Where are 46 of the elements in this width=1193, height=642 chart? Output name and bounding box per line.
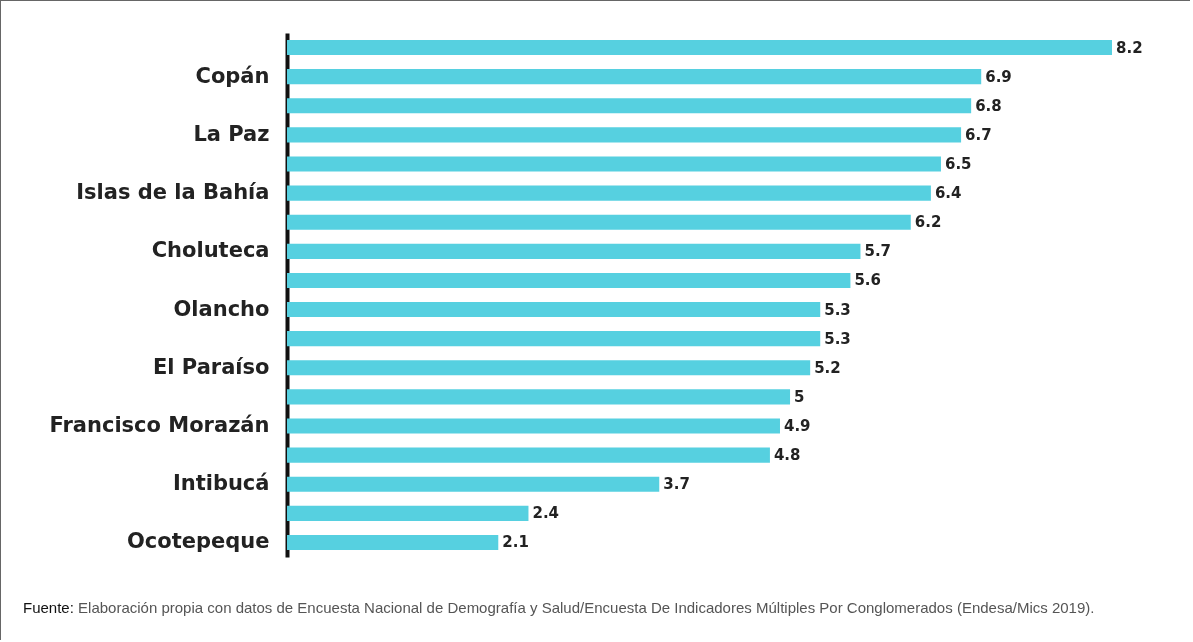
bar	[287, 360, 811, 376]
y-tick-label: Intibucá	[172, 471, 270, 496]
y-tick-label: Islas de la Bahía	[76, 180, 270, 205]
data-label: 6.9	[985, 67, 1012, 86]
bar	[287, 69, 982, 85]
data-label: 3.7	[663, 475, 690, 494]
y-tick-label: Copán	[195, 63, 270, 88]
data-label: 6.7	[965, 125, 992, 144]
y-tick-label: Choluteca	[151, 238, 270, 263]
bar	[287, 418, 780, 434]
data-label: 5.2	[814, 358, 841, 377]
bar	[287, 127, 962, 143]
data-label: 5	[794, 387, 805, 406]
data-label: 4.9	[783, 417, 811, 435]
bar	[287, 331, 821, 347]
y-tick-label: La Paz	[193, 121, 270, 146]
bar	[287, 389, 791, 405]
source-note: Fuente: Elaboración propia con datos de Encuesta Nacional de Demografía y Salud/Encuesta De Indicadores Múltiples Por Conglomerados (Endesa/Mics 2019).	[23, 598, 1096, 618]
data-label: 8.2	[1116, 38, 1143, 57]
y-tick-label: El Paraíso	[152, 354, 270, 379]
bar	[287, 301, 821, 318]
data-label: 5.3	[824, 329, 851, 348]
bar	[287, 39, 1112, 56]
bar	[287, 185, 931, 201]
data-label: 5.6	[854, 271, 881, 290]
bar	[287, 534, 499, 551]
bar	[287, 156, 941, 172]
bar	[287, 214, 911, 230]
bar	[287, 476, 660, 492]
y-tick-label: Olancho	[173, 296, 270, 321]
bar	[287, 98, 972, 114]
data-label: 6.4	[934, 184, 962, 203]
data-label: 5.3	[824, 300, 851, 319]
bar	[287, 447, 770, 463]
bar	[287, 505, 529, 521]
bar	[287, 243, 861, 259]
data-label: 2.4	[532, 504, 560, 523]
data-label: 6.5	[944, 155, 972, 173]
data-label: 5.7	[864, 242, 892, 261]
data-label: 6.2	[914, 213, 942, 232]
data-label: 2.1	[502, 533, 529, 552]
data-label: 4.8	[773, 446, 801, 465]
bar	[287, 272, 851, 289]
y-tick-label: Francisco Morazán	[49, 413, 270, 437]
y-tick-label: Ocotepeque	[126, 529, 270, 554]
data-label: 6.8	[975, 96, 1002, 115]
